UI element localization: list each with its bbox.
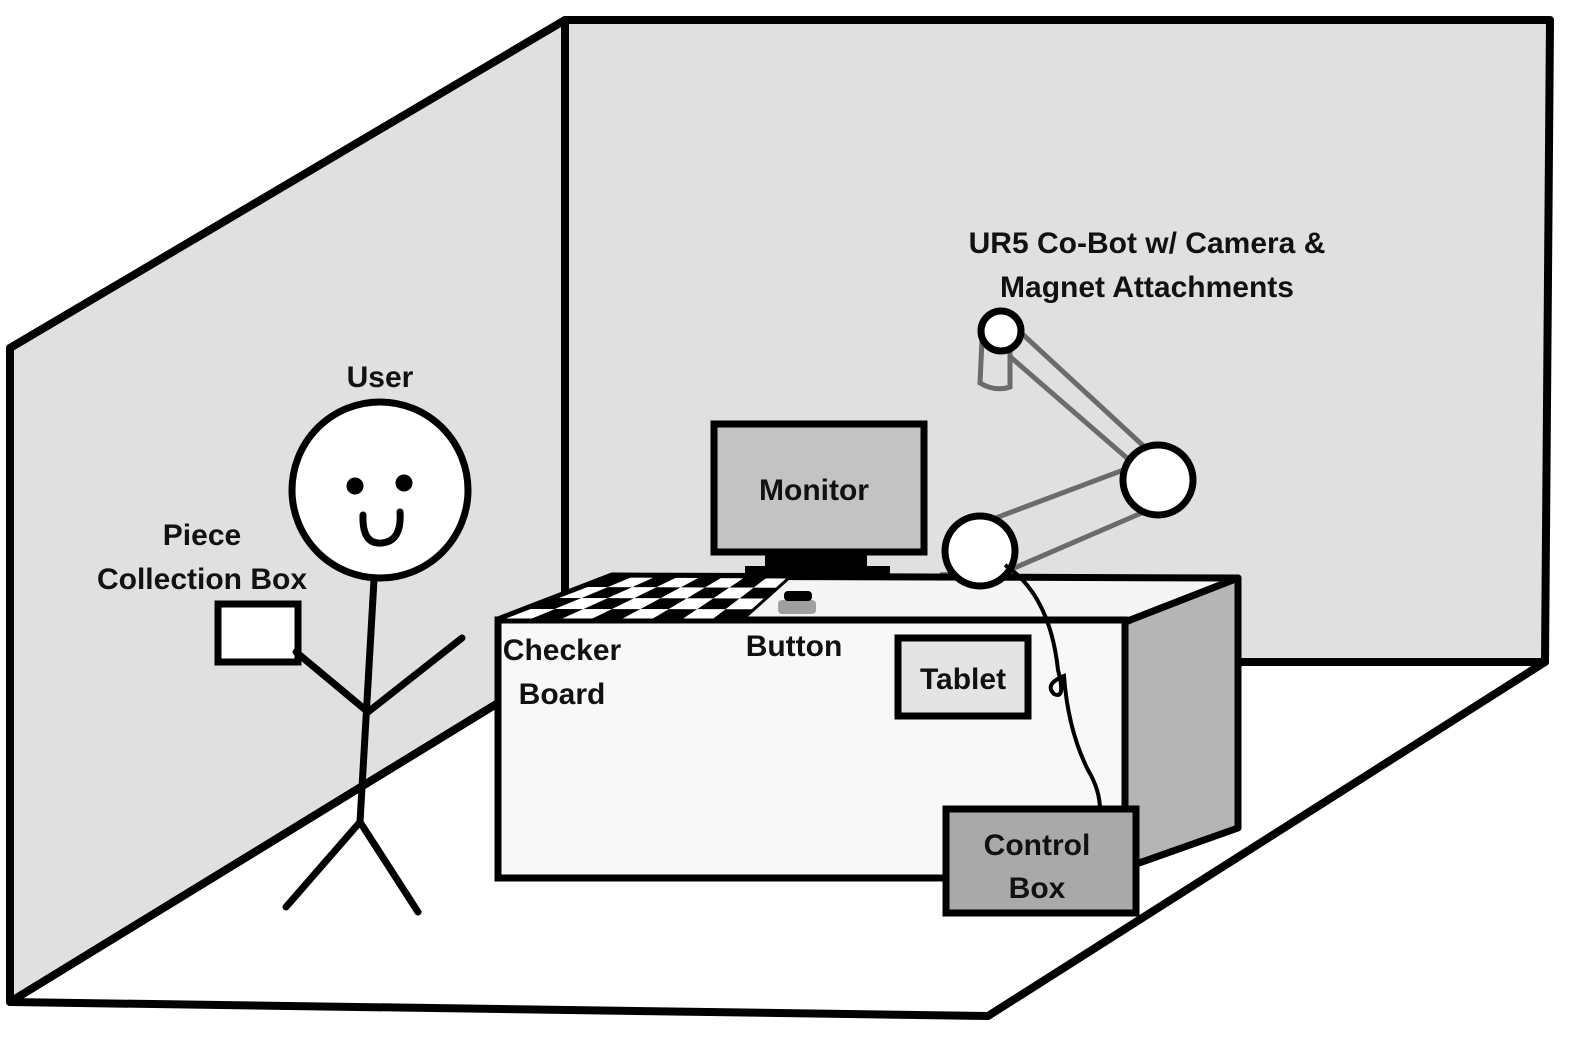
checker-square [640, 598, 687, 610]
checker-square [559, 609, 612, 620]
label-button: Button [746, 630, 843, 663]
checker-square [668, 598, 714, 610]
checker-square [498, 609, 555, 620]
checker-square [620, 609, 669, 620]
monitor-stand [765, 552, 867, 568]
label-checker-line2: Board [519, 678, 606, 711]
checker-board [497, 574, 794, 622]
checker-square [729, 576, 768, 588]
user-smile [359, 508, 404, 547]
user-figure [282, 398, 472, 916]
user-arm-right [364, 634, 466, 716]
checker-square [554, 598, 608, 610]
checker-square [697, 598, 740, 610]
user-leg-right [356, 818, 422, 916]
robot-joint-elbow [1119, 441, 1197, 519]
label-control-line1: Control [984, 829, 1091, 862]
label-monitor: Monitor [759, 474, 869, 507]
back-wall [561, 16, 1554, 666]
checker-square [686, 587, 730, 599]
robot-cable [1003, 563, 1102, 811]
checker-square [607, 587, 657, 599]
robot-link-upper-b [998, 346, 1137, 467]
checker-square [555, 587, 608, 599]
checker-square [607, 576, 657, 588]
tablet [894, 634, 1032, 720]
checker-square [660, 587, 706, 599]
checker-square [680, 576, 724, 588]
checker-square [526, 598, 582, 610]
label-piece-box-line1: Piece [163, 519, 241, 552]
desk-side [1121, 574, 1242, 872]
user-arm-left [292, 648, 372, 716]
user-body [356, 576, 378, 826]
checker-square [634, 587, 681, 599]
checker-square [583, 598, 635, 610]
button-device [778, 591, 816, 614]
checker-square [528, 609, 584, 620]
checker-square [705, 576, 746, 588]
monitor [710, 420, 928, 576]
checker-square [681, 609, 726, 620]
piece-collection-box [214, 600, 302, 666]
button-base [778, 600, 816, 614]
checker-square [656, 576, 701, 588]
monitor-screen [710, 420, 928, 556]
checker-square [589, 609, 641, 620]
label-control-line2: Box [1009, 872, 1066, 905]
robot-joint-wrist [977, 307, 1025, 355]
checker-board-outline [497, 574, 794, 622]
robot-joint-shoulder [941, 512, 1019, 590]
control-box [942, 805, 1140, 917]
checker-square [650, 609, 698, 620]
user-eye-right [395, 474, 413, 492]
label-robot-line1: UR5 Co-Bot w/ Camera & [969, 227, 1326, 260]
checker-square [713, 587, 754, 599]
checker-square [583, 576, 635, 588]
label-robot-line2: Magnet Attachments [1000, 271, 1294, 304]
label-tablet: Tablet [920, 663, 1006, 696]
user-head [288, 398, 472, 582]
robot-link-upper-a [1003, 316, 1152, 454]
user-leg-left [282, 818, 364, 911]
checker-square [581, 587, 633, 599]
user-eye-left [346, 477, 364, 495]
label-user: User [347, 361, 414, 394]
monitor-foot [745, 566, 890, 576]
label-piece-box-line2: Collection Box [97, 563, 307, 596]
button-cap [784, 591, 812, 601]
robot-link-lower-b [1004, 502, 1161, 575]
checker-square [632, 576, 679, 588]
label-checker-line1: Checker [503, 634, 622, 667]
checker-square [611, 598, 661, 610]
